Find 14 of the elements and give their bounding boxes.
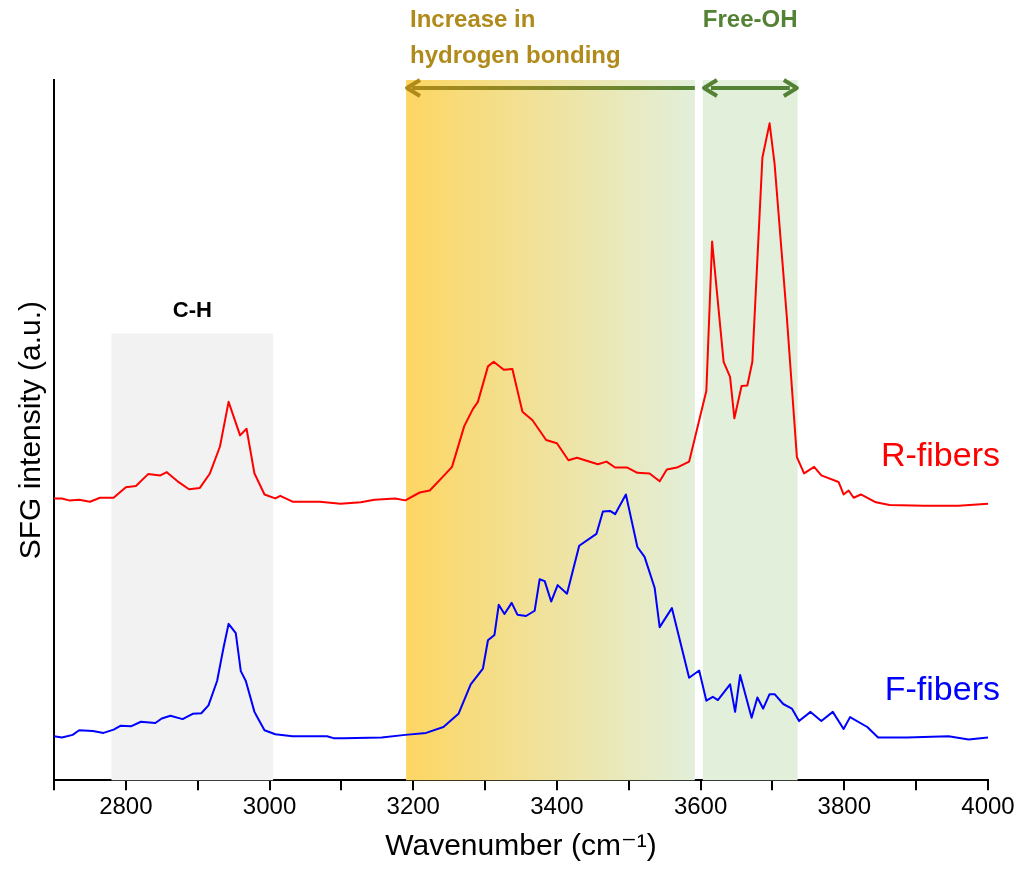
- y-axis-title: SFG intensity (a.u.): [13, 300, 47, 560]
- x-tick-label: 3000: [242, 792, 297, 820]
- x-tick-label: 3200: [386, 792, 440, 820]
- x-tick-label: 3800: [817, 792, 871, 820]
- series-label: F-fibers: [884, 668, 1000, 707]
- x-tick-label: 3400: [530, 792, 584, 820]
- series-label: R-fibers: [880, 435, 1000, 474]
- band-label: Increase in hydrogen bonding: [410, 4, 621, 68]
- band-label: Free-OH: [702, 4, 798, 32]
- x-tick-label: 2800: [99, 792, 153, 820]
- x-axis-title: Wavenumber (cm⁻¹): [385, 828, 657, 862]
- x-tick-label: 3600: [673, 792, 728, 820]
- band-label: C-H: [172, 296, 212, 322]
- x-tick-label: 4000: [961, 792, 1015, 820]
